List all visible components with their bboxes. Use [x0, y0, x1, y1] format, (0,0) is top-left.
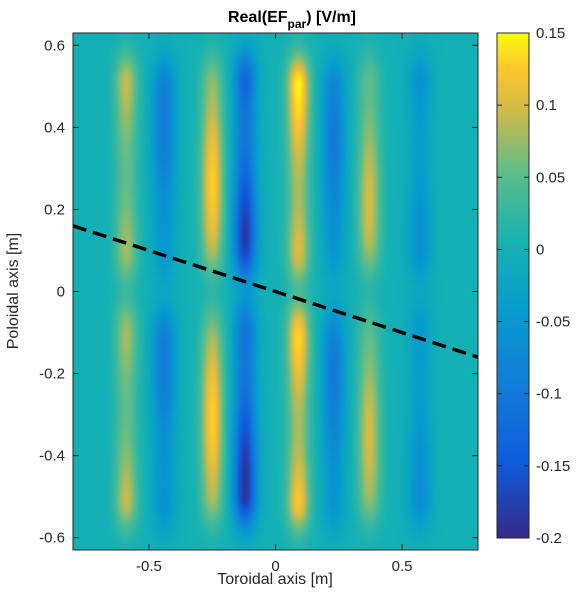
chart-title: Real(EFpar) [V/m]: [228, 9, 356, 31]
y-tick-label: 0.4: [44, 119, 65, 136]
x-tick-label: 0: [271, 558, 279, 575]
y-axis: -0.6 -0.4 -0.2 0 0.2 0.4 0.6: [39, 37, 478, 547]
colorbar-tick-label: 0.1: [536, 97, 557, 114]
colorbar-tick-label: 0.05: [536, 169, 565, 186]
y-tick-label: -0.2: [39, 366, 65, 383]
colorbar-frame: [496, 32, 530, 539]
y-tick-label: -0.4: [39, 448, 65, 465]
colorbar-tick-label: -0.2: [536, 530, 562, 547]
x-axis-label: Toroidal axis [m]: [217, 571, 333, 588]
y-tick-label: 0: [57, 284, 65, 301]
y-tick-label: 0.2: [44, 201, 65, 218]
x-tick-label: -0.5: [136, 558, 162, 575]
x-tick-label: 0.5: [392, 558, 413, 575]
dashed-line: [72, 224, 479, 359]
colorbar-tick-label: -0.1: [536, 386, 562, 403]
colorbar-tick-label: 0.15: [536, 25, 565, 42]
colorbar-ticks: -0.2 -0.15 -0.1 -0.05 0 0.05 0.1 0.15: [497, 25, 570, 547]
y-axis-label: Poloidal axis [m]: [5, 233, 22, 350]
colorbar-tick-label: -0.05: [536, 314, 570, 331]
colorbar: -0.2 -0.15 -0.1 -0.05 0 0.05 0.1 0.15: [496, 25, 570, 547]
y-tick-label: 0.6: [44, 37, 65, 54]
y-tick-label: -0.6: [39, 530, 65, 547]
plot-area: -0.5 0 0.5 -0.6 -0.4 -0.2 0 0.2 0.4 0.6: [39, 32, 479, 575]
colorbar-tick-label: 0: [536, 241, 544, 258]
colorbar-gradient: [497, 33, 529, 538]
colorbar-tick-label: -0.15: [536, 458, 570, 475]
x-axis: -0.5 0 0.5: [136, 33, 412, 575]
